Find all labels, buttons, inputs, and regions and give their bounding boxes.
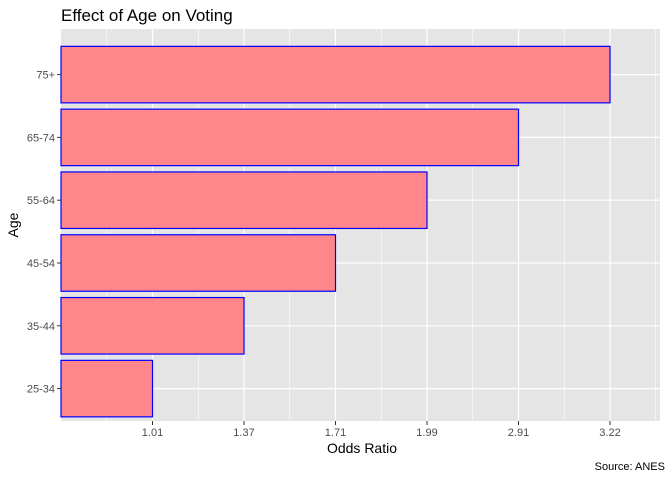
y-axis-title: Age <box>5 212 21 237</box>
bar-65-74 <box>60 108 520 167</box>
bar-55-64 <box>60 171 428 230</box>
y-tick-label: 65-74 <box>27 132 55 144</box>
bar-layer <box>60 45 611 418</box>
y-tick-label: 45-54 <box>27 258 55 270</box>
chart-title: Effect of Age on Voting <box>61 6 233 25</box>
x-axis-ticks: 1.01 1.37 1.71 1.99 2.91 3.22 <box>142 421 621 439</box>
x-tick-label: 3.22 <box>599 427 620 439</box>
y-tick-label: 75+ <box>36 70 55 82</box>
y-tick-label: 35-44 <box>27 321 55 333</box>
bar-45-54 <box>60 234 337 292</box>
x-tick-label: 2.91 <box>508 427 529 439</box>
bar-35-44 <box>60 296 245 355</box>
y-tick-label: 25-34 <box>27 384 55 396</box>
x-axis-title: Odds Ratio <box>327 440 397 456</box>
x-tick-label: 1.01 <box>142 427 163 439</box>
bar-75+ <box>60 45 611 104</box>
x-tick-label: 1.99 <box>416 427 437 439</box>
y-tick-label: 55-64 <box>27 195 55 207</box>
bar-25-34 <box>60 359 154 418</box>
x-tick-label: 1.37 <box>233 427 254 439</box>
source-caption: Source: ANES <box>595 461 665 473</box>
y-axis-ticks: 25-34 35-44 45-54 55-64 65-74 75+ <box>27 70 61 396</box>
x-tick-label: 1.71 <box>325 427 346 439</box>
